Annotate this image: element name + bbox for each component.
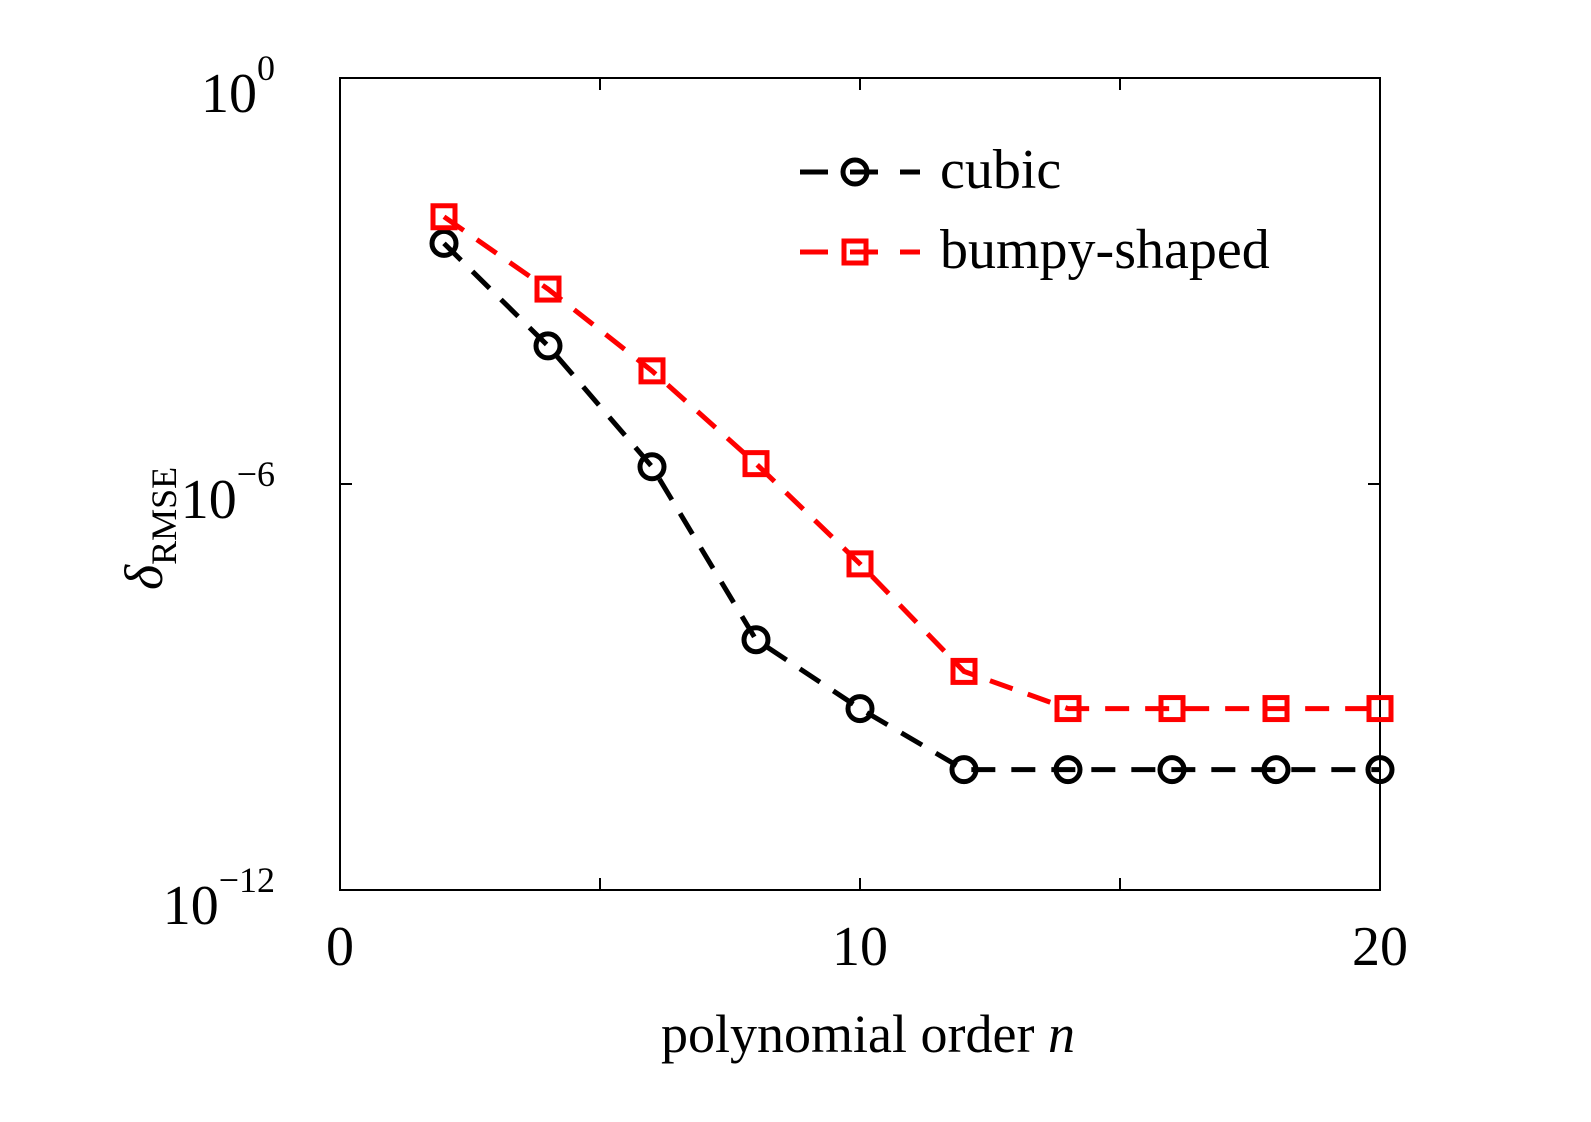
data-point — [1053, 755, 1083, 785]
data-point — [533, 331, 563, 361]
data-point — [845, 694, 875, 724]
data-point — [638, 357, 666, 385]
data-point — [742, 450, 770, 478]
series-bumpy-shaped — [430, 203, 1394, 723]
data-point — [534, 275, 562, 303]
data-point — [1365, 755, 1395, 785]
data-point — [1157, 755, 1187, 785]
data-point — [637, 452, 667, 482]
data-point — [1262, 695, 1290, 723]
data-point — [1158, 695, 1186, 723]
legend-entry: bumpy-shaped — [800, 219, 1270, 281]
data-point — [1366, 695, 1394, 723]
data-point — [840, 157, 870, 187]
legend-entry: cubic — [800, 139, 1061, 201]
y-tick-base: 10 — [181, 469, 237, 531]
legend-label: cubic — [940, 139, 1061, 201]
y-tick-label: 100 — [201, 48, 275, 125]
y-tick-exponent: −12 — [219, 860, 275, 900]
y-axis-label: δRMSE — [114, 467, 184, 590]
series-line — [442, 214, 1380, 712]
x-tick-label: 10 — [832, 916, 888, 978]
data-point — [741, 625, 771, 655]
data-point — [1261, 755, 1291, 785]
y-tick-exponent: 0 — [257, 48, 275, 88]
data-point — [429, 228, 459, 258]
x-axis-label: polynomial order n — [661, 1004, 1075, 1064]
x-axis-label-var: n — [1048, 1004, 1075, 1064]
data-point — [949, 755, 979, 785]
data-point — [846, 550, 874, 578]
y-tick-exponent: −6 — [237, 454, 275, 494]
y-axis-label-subscript: RMSE — [144, 467, 184, 565]
x-tick-label: 20 — [1352, 916, 1408, 978]
series-layer — [429, 203, 1395, 785]
legend: cubic bumpy-shaped — [800, 139, 1270, 281]
y-tick-label: 10−12 — [163, 860, 275, 937]
data-point — [950, 657, 978, 685]
y-tick-label: 10−6 — [181, 454, 275, 531]
y-tick-base: 10 — [201, 63, 257, 125]
data-point — [841, 238, 869, 266]
y-tick-base: 10 — [163, 875, 219, 937]
y-axis-label-symbol: δ — [114, 564, 174, 590]
x-axis-label-text: polynomial order — [661, 1004, 1034, 1064]
series-line — [442, 241, 1380, 773]
series-cubic — [429, 228, 1395, 785]
data-point — [430, 203, 458, 231]
x-tick-label: 0 — [326, 916, 354, 978]
data-point — [1054, 695, 1082, 723]
legend-label: bumpy-shaped — [940, 219, 1270, 281]
